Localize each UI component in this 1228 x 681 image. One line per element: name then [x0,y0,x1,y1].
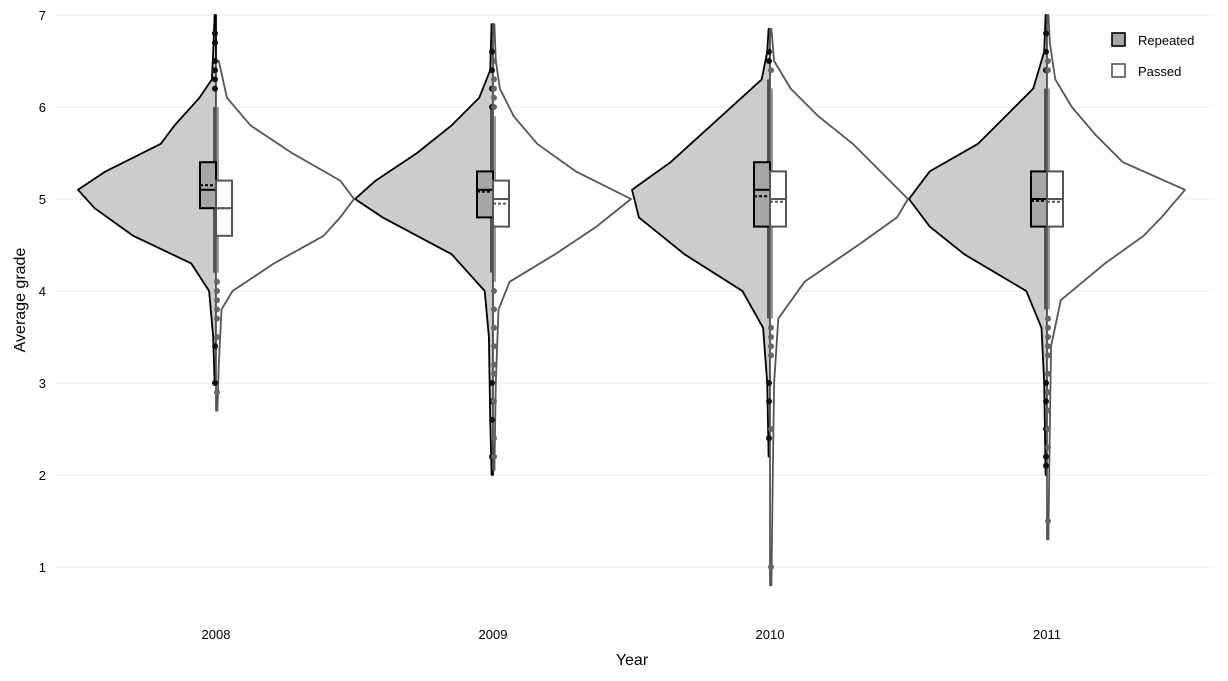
outlier-point [768,324,774,331]
outlier-point [1045,58,1051,64]
outlier-point [768,564,774,570]
outlier-point [766,380,772,386]
y-tick-label: 6 [39,100,46,115]
outlier-point [1043,398,1049,405]
legend-label: Repeated [1138,33,1194,48]
outlier-point [768,343,774,350]
x-tick-labels: 2008 2009 2010 2011 [202,627,1061,642]
violin-passed [769,27,909,587]
outlier-point [1045,370,1051,377]
outlier-point [1043,380,1049,386]
outlier-point [212,343,218,350]
y-tick-labels: 1 2 3 4 5 6 7 [39,8,46,575]
legend-label: Passed [1138,64,1181,79]
outlier-point [489,67,495,74]
outlier-point [1045,315,1051,322]
y-tick-label: 1 [39,560,46,575]
outlier-point [766,398,772,405]
outlier-point [212,30,218,37]
violin-repeated [77,14,217,384]
x-tick-label: 2009 [479,627,508,642]
outlier-point [491,104,497,110]
y-tick-label: 5 [39,192,46,207]
outlier-point [212,58,218,64]
outlier-point [1045,67,1051,74]
outlier-point [766,58,772,64]
box-body [476,170,494,219]
outlier-point [766,435,772,442]
outlier-point [768,352,774,359]
outlier-point [491,85,497,92]
boxplots [199,79,1064,319]
outlier-point [491,94,497,101]
box-body [753,161,771,228]
violin-repeated [354,23,494,476]
y-tick-label: 4 [39,284,46,299]
y-tick-label: 7 [39,8,46,23]
outlier-point [766,48,772,55]
outlier-point [491,361,497,368]
outlier-point [214,288,220,294]
outlier-point [1043,48,1049,55]
outlier-point [1045,343,1051,350]
outlier-point [768,334,774,340]
violin-passed [1046,14,1186,541]
outlier-point [1045,518,1051,524]
x-tick-label: 2010 [756,627,785,642]
outlier-point [1045,334,1051,340]
y-axis-label: Average grade [12,248,29,353]
outlier-point [489,380,495,386]
outlier-point [491,306,497,313]
outlier-point [491,288,497,294]
outlier-point [212,76,218,83]
outlier-point [491,324,497,331]
x-axis-label: Year [616,652,649,669]
violin-repeated [908,14,1048,476]
outlier-point [214,334,220,340]
y-tick-label: 3 [39,376,46,391]
outlier-point [491,76,497,83]
outlier-point [214,315,220,322]
outlier-point [214,306,220,313]
outlier-point [491,58,497,64]
violin-passed [215,60,355,412]
outlier-point [1045,444,1051,451]
outlier-point [491,370,497,377]
legend: Repeated Passed [1111,32,1194,79]
outlier-point [214,297,220,304]
outlier-point [491,343,497,350]
outlier-point [212,67,218,74]
legend-swatch [1111,63,1126,78]
legend-swatch [1111,32,1126,47]
outlier-point [768,67,774,74]
outlier-point [1045,389,1051,396]
violin-repeated [631,27,771,458]
outlier-point [1045,352,1051,359]
outlier-point [1045,407,1051,414]
outlier-point [768,426,774,432]
violins [77,14,1186,587]
outlier-points [212,30,1051,570]
outlier-point [212,39,218,46]
outlier-point [491,398,497,405]
outlier-point [212,380,218,386]
x-tick-label: 2011 [1033,627,1061,642]
outlier-point [489,48,495,55]
outlier-point [1043,462,1049,469]
outlier-point [1043,30,1049,37]
outlier-point [1043,453,1049,460]
outlier-point [489,416,495,423]
violin-passed [492,23,632,472]
outlier-point [1045,324,1051,331]
outlier-point [491,453,497,460]
y-tick-label: 2 [39,468,46,483]
outlier-point [491,435,497,442]
x-tick-label: 2008 [202,627,231,642]
outlier-point [214,278,220,285]
outlier-point [212,85,218,92]
outlier-point [214,389,220,396]
outlier-point [1045,426,1051,432]
